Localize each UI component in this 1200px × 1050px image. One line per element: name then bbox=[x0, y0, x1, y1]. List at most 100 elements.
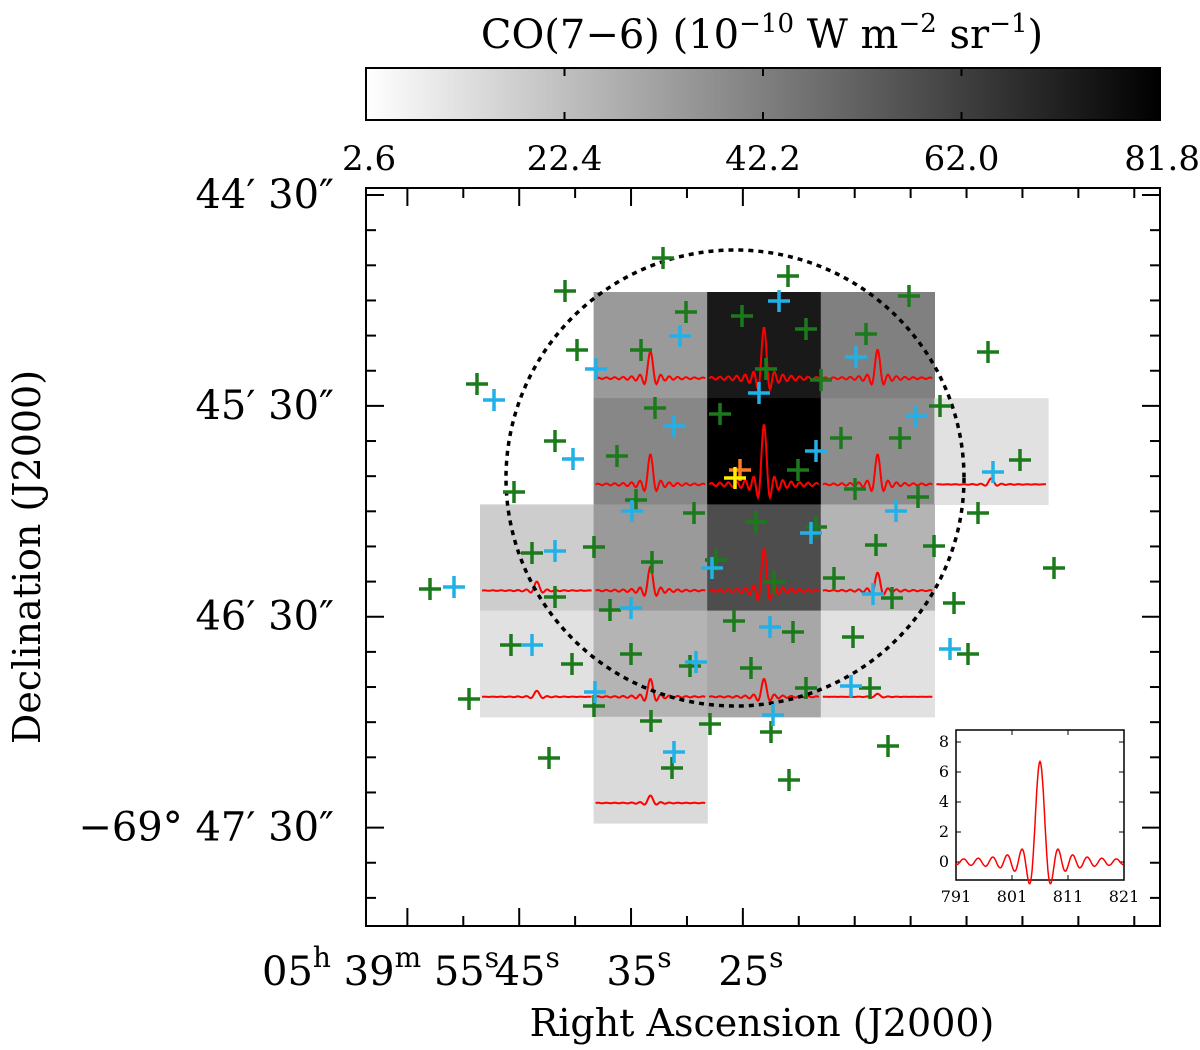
green-source-marker bbox=[625, 489, 647, 511]
green-source-marker bbox=[599, 599, 621, 621]
green-source-marker bbox=[644, 397, 666, 419]
green-source-marker bbox=[583, 536, 605, 558]
inset-y-tick-label: 6 bbox=[939, 762, 949, 781]
colorbar-title-part3: sr bbox=[937, 12, 990, 58]
colorbar-tick-label: 42.2 bbox=[725, 139, 801, 179]
spectrum-line bbox=[481, 580, 592, 594]
colorbar-title-part1: CO(7−6) (10 bbox=[481, 12, 739, 58]
green-source-marker bbox=[877, 735, 899, 757]
green-source-marker bbox=[795, 318, 817, 340]
blue-source-marker bbox=[759, 616, 781, 638]
blue-source-marker bbox=[621, 500, 643, 522]
heatmap-pixel bbox=[480, 504, 595, 612]
green-source-marker bbox=[544, 430, 566, 452]
inset-frame bbox=[955, 729, 1125, 881]
green-source-marker bbox=[923, 535, 945, 557]
colorbar-title-part4: ) bbox=[1028, 12, 1044, 58]
x-tick-label: 25s bbox=[718, 941, 783, 995]
blue-source-marker bbox=[483, 389, 505, 411]
inset-x-tick-label: 821 bbox=[1109, 887, 1140, 906]
green-source-marker bbox=[731, 305, 753, 327]
pixel-spectra bbox=[481, 327, 1047, 806]
inset-spectrum: 791 801 811 821 0 2 4 6 8 bbox=[939, 730, 1139, 906]
green-source-marker bbox=[699, 713, 721, 735]
colorbar-tick-label: 2.6 bbox=[342, 139, 396, 179]
green-source-marker bbox=[419, 578, 441, 600]
colorbar-title-exp1: −10 bbox=[739, 9, 794, 39]
spectrum-line bbox=[481, 689, 592, 700]
green-source-marker bbox=[795, 677, 817, 699]
green-source-marker bbox=[640, 710, 662, 732]
blue-source-marker bbox=[845, 346, 867, 368]
green-source-marker bbox=[977, 341, 999, 363]
x-tick-label: 45s bbox=[495, 941, 560, 995]
green-source-marker bbox=[898, 285, 920, 307]
green-source-marker bbox=[709, 403, 731, 425]
spectrum-line bbox=[822, 692, 933, 699]
blue-source-marker bbox=[685, 651, 707, 673]
green-source-marker bbox=[929, 395, 951, 417]
x-tick-label: 05h 39m 55s bbox=[262, 941, 499, 995]
green-source-marker bbox=[723, 610, 745, 632]
inset-spectrum-line bbox=[956, 760, 1124, 885]
green-source-marker bbox=[566, 339, 588, 361]
green-source-marker bbox=[538, 747, 560, 769]
green-source-marker bbox=[641, 551, 663, 573]
blue-source-marker bbox=[762, 704, 784, 726]
green-source-marker bbox=[943, 592, 965, 614]
blue-source-marker bbox=[544, 540, 566, 562]
blue-source-marker bbox=[663, 741, 685, 763]
green-source-marker bbox=[544, 586, 566, 608]
colorbar-title-exp2: −2 bbox=[898, 9, 936, 39]
green-source-marker bbox=[503, 481, 525, 503]
colorbar-ticks: 2.6 22.4 42.2 62.0 81.8 bbox=[342, 68, 1200, 179]
green-source-marker bbox=[859, 677, 881, 699]
green-source-marker bbox=[521, 542, 543, 564]
blue-source-marker bbox=[885, 500, 907, 522]
blue-source-marker bbox=[805, 440, 827, 462]
heatmap-pixel bbox=[593, 292, 708, 399]
green-source-marker bbox=[675, 301, 697, 323]
green-source-marker bbox=[823, 567, 845, 589]
blue-source-marker bbox=[669, 325, 691, 347]
inset-x-tick-label: 811 bbox=[1053, 887, 1084, 906]
y-tick-label: 44′ 30″ bbox=[195, 172, 334, 218]
heatmap-pixel bbox=[820, 292, 935, 399]
blue-source-marker bbox=[584, 681, 606, 703]
blue-source-marker bbox=[443, 576, 465, 598]
blue-source-marker bbox=[800, 522, 822, 544]
beam-circle bbox=[504, 248, 966, 708]
y-tick-label: −69° 47′ 30″ bbox=[78, 805, 334, 851]
y-tick-label: 46′ 30″ bbox=[195, 594, 334, 640]
green-source-marker bbox=[842, 626, 864, 648]
green-source-marker bbox=[500, 634, 522, 656]
green-source-marker bbox=[630, 339, 652, 361]
green-source-marker bbox=[683, 502, 705, 524]
blue-source-marker bbox=[748, 382, 770, 404]
heatmap-pixel bbox=[934, 398, 1049, 505]
blue-source-marker bbox=[768, 290, 790, 312]
green-source-marker bbox=[855, 323, 877, 345]
green-source-marker bbox=[865, 534, 887, 556]
colorbar-title-exp3: −1 bbox=[989, 9, 1027, 39]
blue-source-marker bbox=[905, 405, 927, 427]
spectrum-line bbox=[822, 453, 933, 493]
blue-source-marker bbox=[840, 675, 862, 697]
colorbar-title: CO(7−6) (10−10 W m−2 sr−1) bbox=[481, 9, 1043, 58]
green-source-marker bbox=[466, 373, 488, 395]
heatmap-pixels bbox=[480, 292, 1049, 824]
inset-x-tick-label: 791 bbox=[941, 887, 972, 906]
colorbar-title-part2: W m bbox=[794, 12, 898, 58]
blue-source-marker bbox=[521, 634, 543, 656]
green-source-marker bbox=[881, 587, 903, 609]
inset-y-tick-label: 2 bbox=[939, 822, 949, 841]
spectrum-line bbox=[936, 477, 1047, 487]
green-source-marker bbox=[760, 721, 782, 743]
spectrum-line bbox=[822, 571, 933, 596]
heatmap-pixel bbox=[593, 716, 708, 824]
spectrum-line bbox=[595, 678, 706, 703]
blue-source-marker bbox=[663, 415, 685, 437]
heatmap-pixel bbox=[707, 292, 822, 399]
